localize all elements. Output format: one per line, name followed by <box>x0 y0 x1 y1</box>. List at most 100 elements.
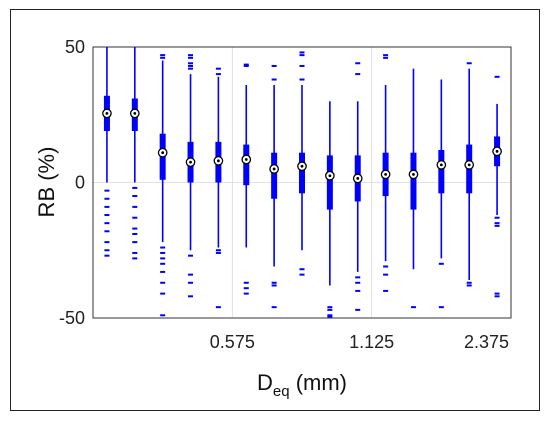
box-outlier <box>104 197 110 200</box>
box-outlier <box>243 64 249 67</box>
box-outlier <box>104 205 110 208</box>
box-group <box>325 101 335 318</box>
box-group <box>492 75 502 298</box>
box-outlier <box>383 273 389 276</box>
box-outlier <box>215 67 221 70</box>
box-outlier <box>132 216 138 219</box>
box-outlier <box>355 62 361 65</box>
box-outlier <box>215 73 221 76</box>
plot-area <box>92 46 512 319</box>
box-outlier <box>104 254 110 257</box>
box-outlier <box>383 265 389 268</box>
box-outlier <box>438 306 444 309</box>
box-outlier <box>299 268 305 271</box>
box-group <box>297 51 307 276</box>
box-median-dot <box>439 163 443 167</box>
box-outlier <box>104 241 110 244</box>
x-tick-labels: 0.575 1.125 2.375 <box>210 332 509 352</box>
box-outlier <box>383 289 389 292</box>
box-body <box>271 152 278 199</box>
box-outlier <box>494 75 500 78</box>
x-axis-title: Deq (mm) <box>257 370 347 400</box>
box-outlier <box>355 276 361 279</box>
box-outlier <box>355 289 361 292</box>
box-outlier <box>132 205 138 208</box>
box-outlier <box>188 254 194 257</box>
box-outlier <box>243 281 249 284</box>
box-outlier <box>438 262 444 265</box>
box-outlier <box>132 195 138 198</box>
box-outlier <box>188 56 194 59</box>
box-outlier <box>243 292 249 295</box>
box-outlier <box>160 281 166 284</box>
box-group <box>213 67 224 309</box>
box-outlier <box>160 54 166 57</box>
box-outlier <box>271 78 277 81</box>
y-tick-label: 50 <box>65 37 85 57</box>
y-axis-title: RB (%) <box>34 147 59 218</box>
chart-frame <box>10 9 540 411</box>
box-group <box>129 47 140 260</box>
box-outlier <box>160 262 166 265</box>
box-outlier <box>104 222 110 225</box>
box-outlier <box>215 249 221 252</box>
box-outlier <box>494 216 500 219</box>
box-outlier <box>494 222 500 225</box>
box-outlier <box>188 62 194 65</box>
box-outlier <box>243 287 249 290</box>
box-outlier <box>132 241 138 244</box>
box-outlier <box>494 295 500 298</box>
box-outlier <box>271 281 277 284</box>
box-body <box>326 155 333 210</box>
box-outlier <box>327 308 333 311</box>
box-body <box>438 149 445 194</box>
y-tick-labels: -50 0 50 <box>59 37 85 328</box>
x-axis-title-unit: (mm) <box>290 370 347 395</box>
box-median-dot <box>161 151 165 155</box>
box-outlier <box>466 62 472 65</box>
box-group <box>157 54 168 317</box>
box-outlier <box>299 51 305 54</box>
box-median-dot <box>272 167 276 171</box>
box-outlier <box>132 257 138 260</box>
box-outlier <box>243 63 249 66</box>
box-outlier <box>188 64 194 67</box>
box-outlier <box>160 246 166 249</box>
box-median-dot <box>495 149 499 153</box>
box-outlier <box>327 315 333 318</box>
boxes-layer <box>102 47 502 318</box>
box-median-dot <box>412 172 415 176</box>
box-outlier <box>466 284 472 287</box>
box-outlier <box>271 284 277 287</box>
x-tick-label: 2.375 <box>464 332 509 352</box>
box-outlier <box>215 306 221 309</box>
box-outlier <box>104 249 110 252</box>
box-outlier <box>466 281 472 284</box>
box-outlier <box>299 78 305 81</box>
box-outlier <box>327 306 333 309</box>
box-median-dot <box>300 164 304 168</box>
box-group <box>380 54 391 292</box>
x-tick-label: 0.575 <box>210 332 255 352</box>
x-tick-label: 1.125 <box>349 332 394 352</box>
box-median-dot <box>244 158 248 161</box>
box-outlier <box>160 56 166 59</box>
box-outlier <box>355 281 361 284</box>
box-outlier <box>271 64 277 67</box>
box-median-dot <box>105 111 109 115</box>
box-group <box>464 62 475 287</box>
box-median-dot <box>467 163 471 167</box>
box-outlier <box>383 54 389 57</box>
box-outlier <box>104 214 110 217</box>
box-outlier <box>494 224 500 227</box>
x-axis-title-subscript: eq <box>273 383 290 400</box>
box-body <box>243 144 250 186</box>
box-outlier <box>355 73 361 76</box>
box-outlier <box>160 314 166 317</box>
box-median-dot <box>217 159 220 163</box>
box-outlier <box>299 64 305 67</box>
box-outlier <box>188 54 194 57</box>
box-outlier <box>160 270 166 273</box>
box-outlier <box>188 295 194 298</box>
